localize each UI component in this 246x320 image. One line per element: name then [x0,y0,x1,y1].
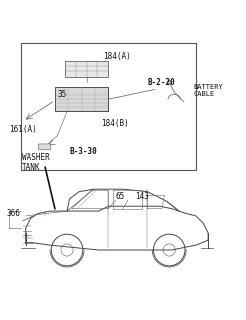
Text: 184(A): 184(A) [104,52,131,61]
Text: 65: 65 [116,192,125,201]
FancyBboxPatch shape [38,144,51,150]
Text: 143: 143 [135,192,149,201]
Text: B-3-30: B-3-30 [69,147,97,156]
Text: BATTERY
CABLE: BATTERY CABLE [194,84,223,97]
Bar [21,43,196,170]
Text: WASHER
TANK: WASHER TANK [22,153,50,172]
Text: 35: 35 [57,90,67,99]
Text: 184(B): 184(B) [101,119,129,128]
Bar [65,61,108,77]
Text: B-2-20: B-2-20 [147,78,175,87]
Circle shape [167,80,171,84]
Bar [55,87,108,111]
Text: 161(A): 161(A) [9,125,36,134]
Text: 366: 366 [6,209,20,218]
